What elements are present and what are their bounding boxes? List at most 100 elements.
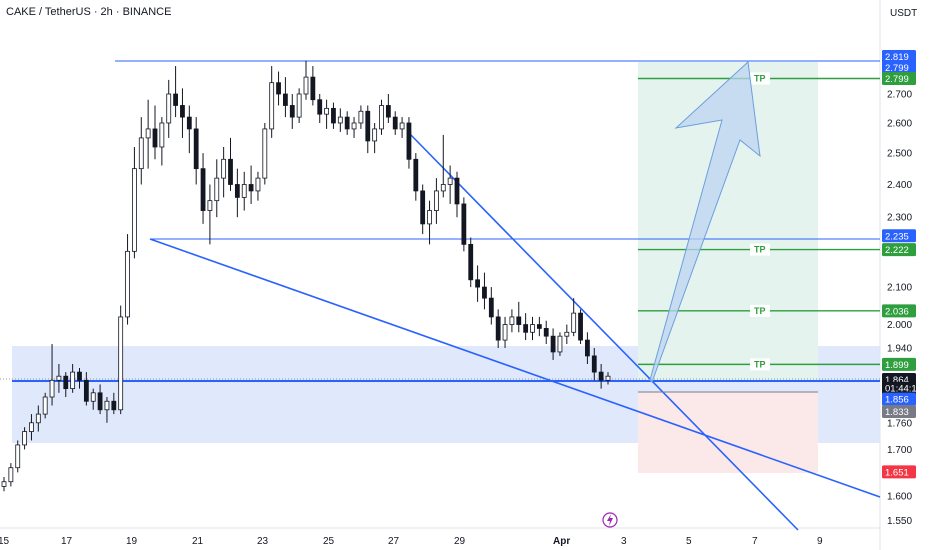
candle: [358, 105, 364, 129]
candle-body: [420, 190, 426, 225]
candle: [440, 134, 446, 198]
candle: [303, 60, 309, 100]
price-badge: 2.799: [882, 72, 916, 86]
price-tick-label: 2.600: [887, 118, 912, 129]
candle: [502, 316, 508, 348]
candle-body: [598, 371, 604, 381]
price-badge: 1.856: [882, 392, 916, 406]
candle-body: [495, 316, 501, 341]
candle: [468, 237, 474, 288]
tp-lines: TP TP TP TP: [638, 72, 880, 371]
time-tick-label: 5: [686, 536, 692, 547]
price-badge-bg: [882, 243, 916, 257]
price-badge: 2.036: [882, 304, 916, 318]
candle-body: [111, 400, 117, 411]
candle-body: [488, 297, 494, 318]
price-badge-label: 2.819: [885, 52, 909, 63]
candle-body: [193, 128, 199, 170]
candle-body: [276, 82, 281, 95]
candle-body: [70, 371, 76, 390]
price-badge-label: 1.833: [885, 407, 909, 418]
candle: [125, 234, 130, 325]
time-tick-label: 19: [126, 536, 138, 547]
time-tick-label: 7: [752, 536, 758, 547]
candle: [454, 171, 460, 218]
price-badge-bg: [882, 357, 916, 371]
candles: [1, 60, 611, 492]
price-axis-panel: [880, 0, 932, 550]
candle: [269, 66, 275, 138]
candle: [145, 99, 151, 169]
candle-body: [145, 128, 151, 139]
candle: [564, 324, 570, 345]
price-badge-label: 1.864: [885, 375, 909, 386]
candle-body: [234, 184, 240, 198]
candle-body: [138, 137, 144, 170]
lightning-icon[interactable]: [602, 512, 618, 528]
candle: [70, 363, 76, 393]
candle-body: [15, 444, 21, 469]
candle-body: [49, 379, 55, 398]
candle-body: [509, 316, 515, 325]
candle: [262, 122, 268, 185]
candle-body: [351, 122, 357, 130]
candle-body: [399, 122, 405, 130]
candle: [138, 117, 144, 185]
candle: [186, 105, 192, 154]
wedge-lower-line: [149, 238, 881, 498]
candle: [530, 316, 535, 341]
price-tick-label: 2.500: [887, 149, 912, 160]
candle: [22, 427, 27, 450]
candle-body: [207, 200, 213, 211]
candle: [56, 363, 62, 393]
candle: [509, 309, 515, 333]
candle: [365, 105, 371, 154]
candle-body: [427, 210, 432, 225]
candle-body: [1, 481, 7, 487]
candle: [1, 477, 7, 492]
candle: [482, 272, 487, 310]
candle: [15, 440, 21, 473]
candle: [461, 197, 467, 252]
price-badge: 2.819: [882, 50, 916, 64]
candle-body: [262, 128, 268, 179]
candle: [35, 405, 41, 432]
candle-body: [379, 105, 384, 130]
candle-body: [571, 312, 577, 333]
candle-body: [159, 122, 165, 148]
candle: [331, 102, 336, 129]
candle: [495, 309, 501, 348]
candle-body: [502, 324, 508, 341]
candle-body: [564, 331, 570, 337]
price-badge-bg: [882, 50, 916, 64]
tp-label-bg: [750, 72, 770, 85]
candle: [413, 153, 419, 201]
price-badge: 2.222: [882, 243, 916, 257]
candle-body: [461, 203, 467, 245]
candle-body: [269, 82, 275, 130]
candle-body: [516, 316, 522, 325]
price-badge-label: 1.856: [885, 395, 909, 406]
candle-body: [454, 177, 460, 205]
candle: [591, 347, 597, 381]
time-tick-label: 27: [388, 536, 400, 547]
trendlines: [0, 60, 881, 531]
time-tick-label: 9: [817, 536, 823, 547]
candle-body: [152, 128, 158, 148]
candle-body: [214, 177, 220, 202]
candle-body: [591, 355, 597, 373]
candle: [392, 111, 398, 135]
candle: [276, 71, 281, 106]
forecast-arrow: [649, 60, 761, 383]
candle-body: [166, 93, 172, 124]
candle: [159, 117, 165, 166]
price-badge-label: 2.799: [885, 63, 909, 74]
candle: [557, 332, 563, 356]
tp-label-bg: [750, 304, 770, 317]
price-badge-bg: [882, 381, 916, 395]
price-tick-label: 2.300: [887, 213, 912, 224]
tp-label-bg: [750, 358, 770, 371]
candle-body: [605, 375, 611, 381]
